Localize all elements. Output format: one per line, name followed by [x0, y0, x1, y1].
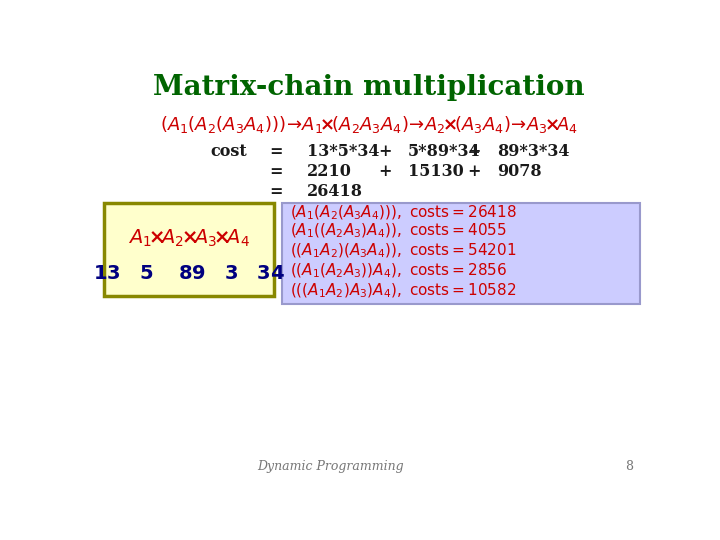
Text: $\mathbf{13\ \ \ 5\ \ \ \ 89\ \ \ 3\ \ \ 34}$: $\mathbf{13\ \ \ 5\ \ \ \ 89\ \ \ 3\ \ \…	[93, 265, 285, 284]
Text: $(A_1(A_2(A_3A_4)))\!\rightarrow\! A_1\!\mathbf{\times}\!(A_2A_3A_4)\!\rightarro: $(A_1(A_2(A_3A_4)))\!\rightarrow\! A_1\!…	[160, 114, 578, 136]
Text: $((A_1A_2)(A_3A_4)),\ \mathrm{costs} = 54201$: $((A_1A_2)(A_3A_4)),\ \mathrm{costs} = 5…	[290, 242, 516, 260]
Text: 26418: 26418	[307, 183, 363, 200]
Text: cost: cost	[210, 143, 247, 159]
Text: =: =	[269, 163, 283, 180]
Text: =: =	[269, 183, 283, 200]
Text: 13*5*34: 13*5*34	[307, 143, 379, 159]
Text: $(A_1((A_2A_3)A_4)),\ \mathrm{costs} = 4055$: $(A_1((A_2A_3)A_4)),\ \mathrm{costs} = 4…	[290, 221, 507, 240]
Bar	[104, 204, 274, 296]
Text: 8: 8	[625, 460, 633, 473]
Text: +: +	[378, 163, 391, 180]
Text: $(A_1(A_2(A_3A_4))),\ \mathrm{costs} = 26418$: $(A_1(A_2(A_3A_4))),\ \mathrm{costs} = 2…	[290, 204, 517, 222]
Text: 15130: 15130	[408, 163, 464, 180]
Text: 9078: 9078	[497, 163, 541, 180]
Text: 89*3*34: 89*3*34	[497, 143, 570, 159]
Text: $((A_1(A_2A_3))A_4),\ \mathrm{costs} = 2856$: $((A_1(A_2A_3))A_4),\ \mathrm{costs} = 2…	[290, 262, 508, 280]
Text: $(((A_1A_2)A_3)A_4),\ \mathrm{costs} = 10582$: $(((A_1A_2)A_3)A_4),\ \mathrm{costs} = 1…	[290, 282, 516, 300]
Text: +: +	[467, 143, 480, 159]
Text: =: =	[269, 143, 283, 159]
Text: $\mathit{A}_1\!\mathbf{\times}\!\mathit{A}_2\!\mathbf{\times}\!\mathit{A}_3\!\ma: $\mathit{A}_1\!\mathbf{\times}\!\mathit{…	[128, 227, 250, 249]
Text: Matrix-chain multiplication: Matrix-chain multiplication	[153, 75, 585, 102]
Text: 5*89*34: 5*89*34	[408, 143, 480, 159]
Text: Dynamic Programming: Dynamic Programming	[257, 460, 404, 473]
Text: +: +	[467, 163, 480, 180]
Text: 2210: 2210	[307, 163, 352, 180]
Text: +: +	[378, 143, 391, 159]
Bar	[282, 204, 640, 303]
